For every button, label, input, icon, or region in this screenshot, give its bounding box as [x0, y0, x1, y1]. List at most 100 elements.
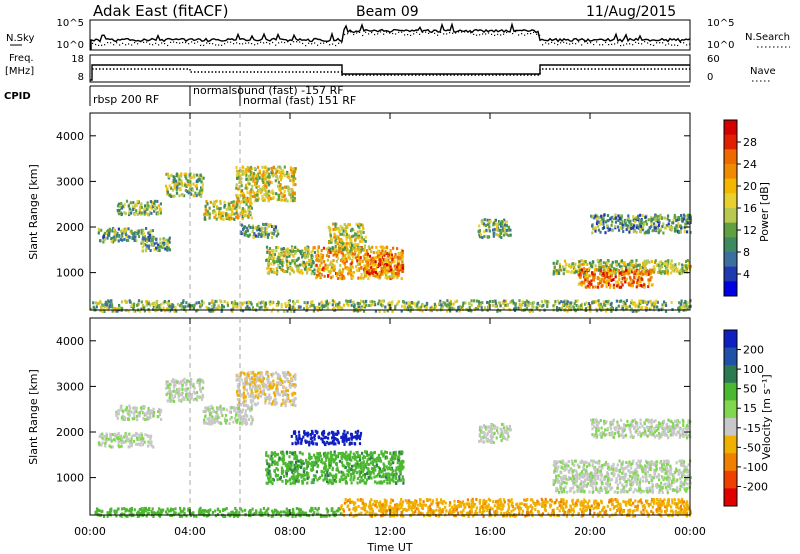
data-cell — [210, 404, 213, 408]
data-cell — [114, 230, 118, 234]
data-cell — [208, 216, 211, 220]
data-cell — [246, 168, 249, 172]
data-cell — [141, 443, 145, 447]
data-cell — [636, 278, 639, 282]
data-cell — [389, 275, 392, 279]
data-cell — [142, 237, 145, 241]
data-cell — [396, 271, 399, 275]
data-cell — [622, 304, 625, 308]
data-cell — [677, 222, 680, 226]
data-cell — [321, 256, 324, 260]
data-cell — [236, 418, 239, 422]
data-cell — [686, 230, 689, 234]
data-cell — [121, 409, 124, 413]
nsearch-point — [680, 41, 682, 44]
data-cell — [578, 269, 582, 272]
data-cell — [284, 251, 287, 255]
data-cell — [121, 234, 124, 238]
data-cell — [628, 269, 631, 273]
data-cell — [270, 373, 273, 376]
data-cell — [92, 305, 95, 309]
cpid-segment-normalsound: normalsound (fast) -157 RF — [193, 84, 344, 97]
nave-tick-top: 60 — [707, 54, 720, 65]
data-cell — [101, 309, 104, 313]
data-cell — [266, 377, 269, 381]
data-cell — [274, 179, 277, 183]
data-cell — [253, 232, 256, 236]
data-cell — [470, 299, 473, 303]
nsearch-point — [683, 42, 685, 44]
data-cell — [193, 173, 196, 177]
data-cell — [652, 265, 655, 269]
data-cell — [147, 236, 150, 239]
data-cell — [221, 214, 224, 218]
data-cell — [466, 307, 469, 311]
data-cell — [375, 456, 379, 460]
nsearch-point — [140, 41, 142, 43]
nsearch-point — [620, 45, 622, 47]
data-cell — [528, 310, 532, 313]
data-cell — [606, 214, 610, 217]
data-cell — [99, 239, 102, 243]
data-cell — [483, 230, 486, 234]
data-cell — [260, 226, 263, 230]
data-cell — [195, 301, 198, 305]
data-cell — [176, 181, 179, 185]
data-cell — [118, 234, 121, 238]
data-cell — [199, 194, 202, 198]
nsearch-point — [170, 41, 172, 43]
data-cell — [362, 254, 365, 258]
data-cell — [166, 187, 169, 191]
data-cell — [150, 434, 153, 438]
data-cell — [278, 184, 281, 188]
data-cell — [605, 309, 608, 313]
nsearch-point — [584, 41, 586, 43]
data-cell — [206, 213, 209, 217]
data-cell — [370, 262, 373, 266]
nsearch-point — [473, 33, 475, 35]
nsearch-point — [533, 31, 535, 33]
data-cell — [291, 172, 294, 176]
data-cell — [391, 257, 394, 261]
data-cell — [400, 255, 403, 259]
data-cell — [184, 305, 187, 309]
nsearch-point — [188, 43, 190, 45]
data-cell — [645, 222, 649, 226]
data-cell — [270, 190, 273, 194]
data-cell — [243, 233, 246, 236]
data-cell — [667, 222, 670, 226]
data-cell — [208, 410, 211, 414]
data-cell — [268, 262, 271, 265]
data-cell — [289, 250, 292, 253]
data-cell — [139, 309, 142, 313]
nsearch-point — [218, 44, 220, 46]
data-cell — [443, 301, 446, 305]
data-cell — [223, 205, 226, 209]
data-cell — [163, 238, 166, 242]
data-cell — [238, 414, 241, 418]
data-cell — [689, 221, 692, 224]
nsearch-point — [161, 42, 163, 44]
data-cell — [480, 233, 483, 237]
data-cell — [117, 227, 120, 231]
data-cell — [128, 213, 131, 217]
data-cell — [584, 268, 587, 272]
data-cell — [140, 202, 143, 206]
data-cell — [604, 303, 607, 307]
data-cell — [289, 262, 292, 265]
data-cell — [310, 260, 313, 264]
data-cell — [224, 417, 227, 421]
data-cell — [254, 181, 257, 185]
data-cell — [249, 380, 252, 384]
data-cell — [331, 275, 334, 278]
data-cell — [204, 406, 207, 410]
data-cell — [154, 207, 157, 211]
data-cell — [370, 271, 373, 275]
data-cell — [323, 269, 326, 272]
data-cell — [647, 285, 650, 289]
data-cell — [343, 261, 346, 265]
data-cell — [557, 299, 560, 303]
data-cell — [130, 229, 133, 233]
data-cell — [384, 276, 387, 279]
data-cell — [670, 259, 673, 263]
